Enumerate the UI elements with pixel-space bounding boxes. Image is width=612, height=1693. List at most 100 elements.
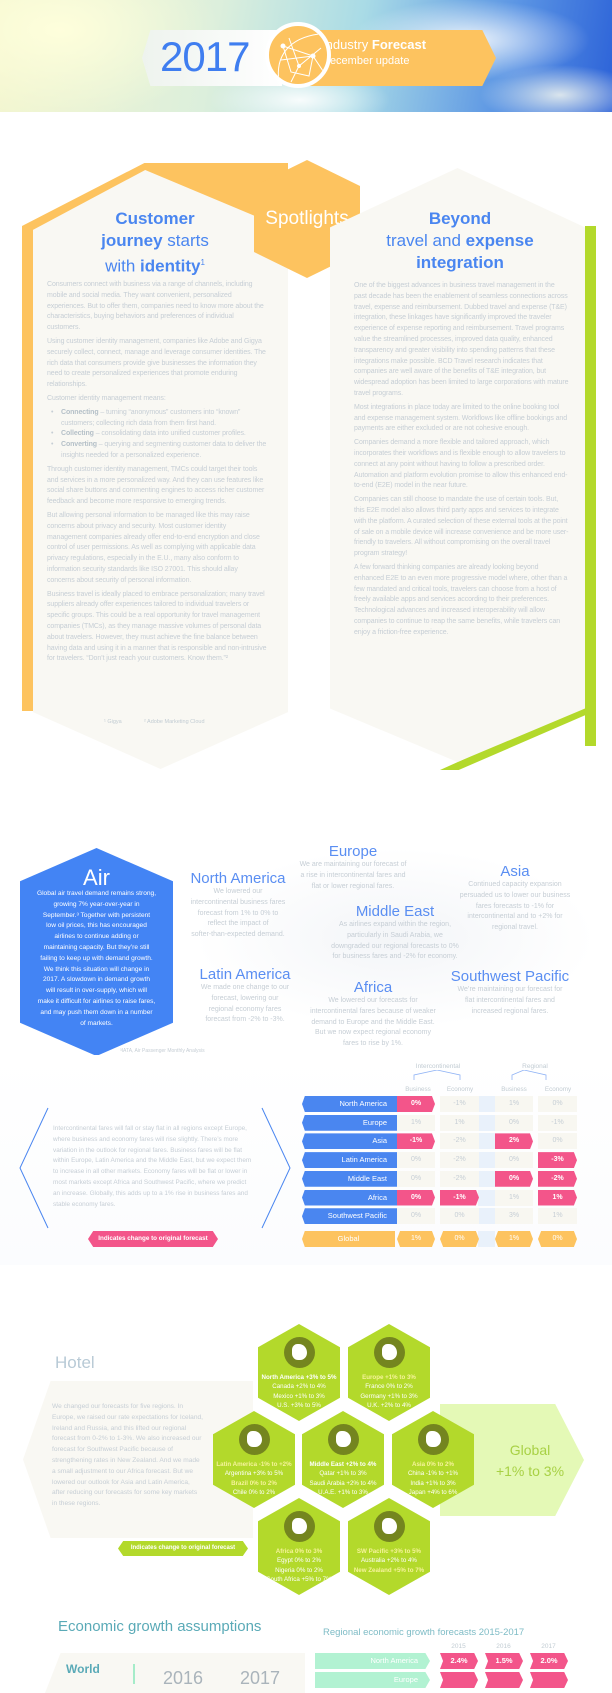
bullet-term: Connecting [61,408,99,416]
map-shape [381,1518,397,1534]
air-body: Global air travel demand remains strong,… [20,889,173,1029]
region-title: Latin America [199,966,291,983]
growth-value-cell [530,1672,568,1688]
region-line: fares to rise by 1%. [343,1040,403,1048]
footnote: ² Adobe Marketing Cloud [144,719,205,725]
table-row-label: North America [302,1096,397,1112]
region-line: regional travel. [492,924,538,932]
region-bar: North America [315,1653,430,1669]
region-line: particularly in Saudi Arabia, we [347,931,443,939]
region-title: Southwest Pacific [450,968,570,985]
region-line: We’re maintaining our forecast for [457,986,563,993]
hotel-forecast-line: Canada +2% to 4% [272,1383,326,1391]
region-title: Middle East [355,903,435,920]
hotel-region-hexagon: Asia 0% to 2% China -1% to +1% India +1% t… [392,1411,474,1508]
map-shape [246,1431,262,1447]
hotel-forecast-line: Asia 0% to 2% [412,1461,454,1468]
global-label: Global [509,1442,551,1458]
table-cell: 0% [538,1096,577,1112]
table-cell: -2% [440,1170,479,1187]
hotel-change-legend: Indicates change to original forecast [118,1541,248,1556]
right-spotlight-body: One of the biggest advances in business … [354,281,569,642]
hotel-forecast-line: Nigeria 0% to 2% [275,1566,323,1574]
bullet-item: Connecting – turning “anonymous” custome… [47,408,267,430]
region-line: We lowered our forecasts for [328,997,418,1004]
footnote: ¹ Gigya [104,719,122,725]
title-part: starts [167,231,209,250]
title-bold: Forecast [371,37,427,52]
region-middle-east: Middle East As airlines expand within the… [305,903,485,963]
region-europe: Europe We are maintaining our forecast of… [263,843,443,892]
row-spacer [478,1189,495,1206]
middle-east-map-icon [327,1424,359,1455]
hotel-forecast-line: U.S. +3% to 5% [277,1401,321,1409]
right-panel-accent [585,226,596,746]
left-spotlight-title: Customer journey starts with identity1 [60,208,250,278]
region-line: We lowered our [213,888,263,895]
title-part: journey [101,231,163,250]
table-row-label: Middle East [302,1170,397,1187]
region-line: regional economy fares [208,1005,282,1013]
table-cell: 1% [397,1114,435,1131]
region-line: softer-than-expected demand. [191,931,285,939]
air-line: 2017. A slowdown in demand growth [42,976,151,984]
hotel-forecast-line: U.K. +2% to 4% [367,1401,411,1409]
region-southwest-pacific: Southwest Pacific We’re maintaining our f… [420,968,600,1017]
table-cell: 1% [538,1208,577,1225]
region-line: downgraded our regional forecasts to 0% [331,942,459,950]
region-north-america: North America We lowered our intercontinen… [148,870,328,941]
column-header: Economy [446,1086,474,1093]
hotel-forecast-line: Egypt 0% to 2% [276,1557,322,1565]
region-latin-america: Latin America We made one change to our fo… [155,966,335,1026]
hotel-forecast-line: Mexico +1% to 3% [273,1392,325,1400]
region-line: intercontinental business fares [190,898,286,906]
region-line: for business fares and -2% for economy. [332,953,458,961]
table-cell: 0% [397,1170,435,1187]
growth-value-cell: 2.4% [440,1653,478,1669]
map-shape [291,1344,307,1360]
paragraph: Companies demand a more flexible and tai… [354,439,568,490]
paragraph: A few forward thinking companies are alr… [354,563,568,636]
hotel-forecast-line: North America +3% to 5% [261,1374,337,1381]
row-spacer [478,1170,495,1187]
paragraph: Most integrations in place today are lim… [354,403,567,433]
fares-summary: Intercontinental fares will fall or stay… [53,1125,252,1208]
paragraph: Through customer identity management, TM… [47,465,265,506]
hotel-forecast-line: Chile 0% to 2% [232,1488,276,1496]
hotel-region-hexagon: Africa 0% to 3% Egypt 0% to 2% Nigeria 0% … [258,1498,340,1595]
region-line: flat or lower regional fares. [311,882,395,890]
paragraph: Consumers connect with business via a ra… [47,281,264,332]
paragraph: One of the biggest advances in business … [354,282,569,397]
change-legend-badge: Indicates change to original forecast [88,1231,218,1247]
table-cell: 1% [495,1096,533,1112]
table-cell: 0% [397,1152,435,1169]
table-row-label: Latin America [302,1152,397,1169]
row-spacer [478,1231,495,1247]
group-header: Regional [522,1063,548,1070]
table-cell: -3% [538,1152,577,1169]
region-line: fares forecasts to -1% for [475,902,555,910]
air-line: and may push them down in a number [40,1008,153,1016]
row-spacer [478,1208,495,1225]
title-part: integration [416,253,504,272]
table-row-label: Global [302,1231,395,1247]
growth-value-cell: 2.0% [530,1653,568,1669]
region-line: a rise in intercontinental fares and [300,871,406,879]
hotel-forecast-line: Australia +2% to 4% [361,1557,417,1565]
left-spotlight-body: Consumers connect with business via a ra… [47,280,267,668]
growth-value-cell: 1.5% [485,1653,523,1669]
australia-map-icon [373,1511,405,1542]
region-line: We made one change to our [200,984,290,991]
title-part: travel and [386,231,461,250]
hotel-forecast-line: Germany +1% to 3% [360,1392,418,1400]
air-footnote: ³IATA, Air Passenger Monthly Analysis [120,1048,205,1054]
air-line: Global air travel demand remains strong, [36,890,157,897]
bullet-text: – consolidating data into unified custom… [93,430,246,438]
region-line: forecast from -2% to -3%. [205,1016,285,1024]
title-part: Beyond [428,209,492,228]
column-header: Economy [544,1086,572,1093]
region-title: Africa [353,979,393,996]
hotel-forecast-line: Latin America -1% to +2% [216,1461,292,1468]
paragraph: Companies can still choose to mandate th… [354,496,569,558]
region-line: intercontinental and to +2% for [467,913,563,921]
